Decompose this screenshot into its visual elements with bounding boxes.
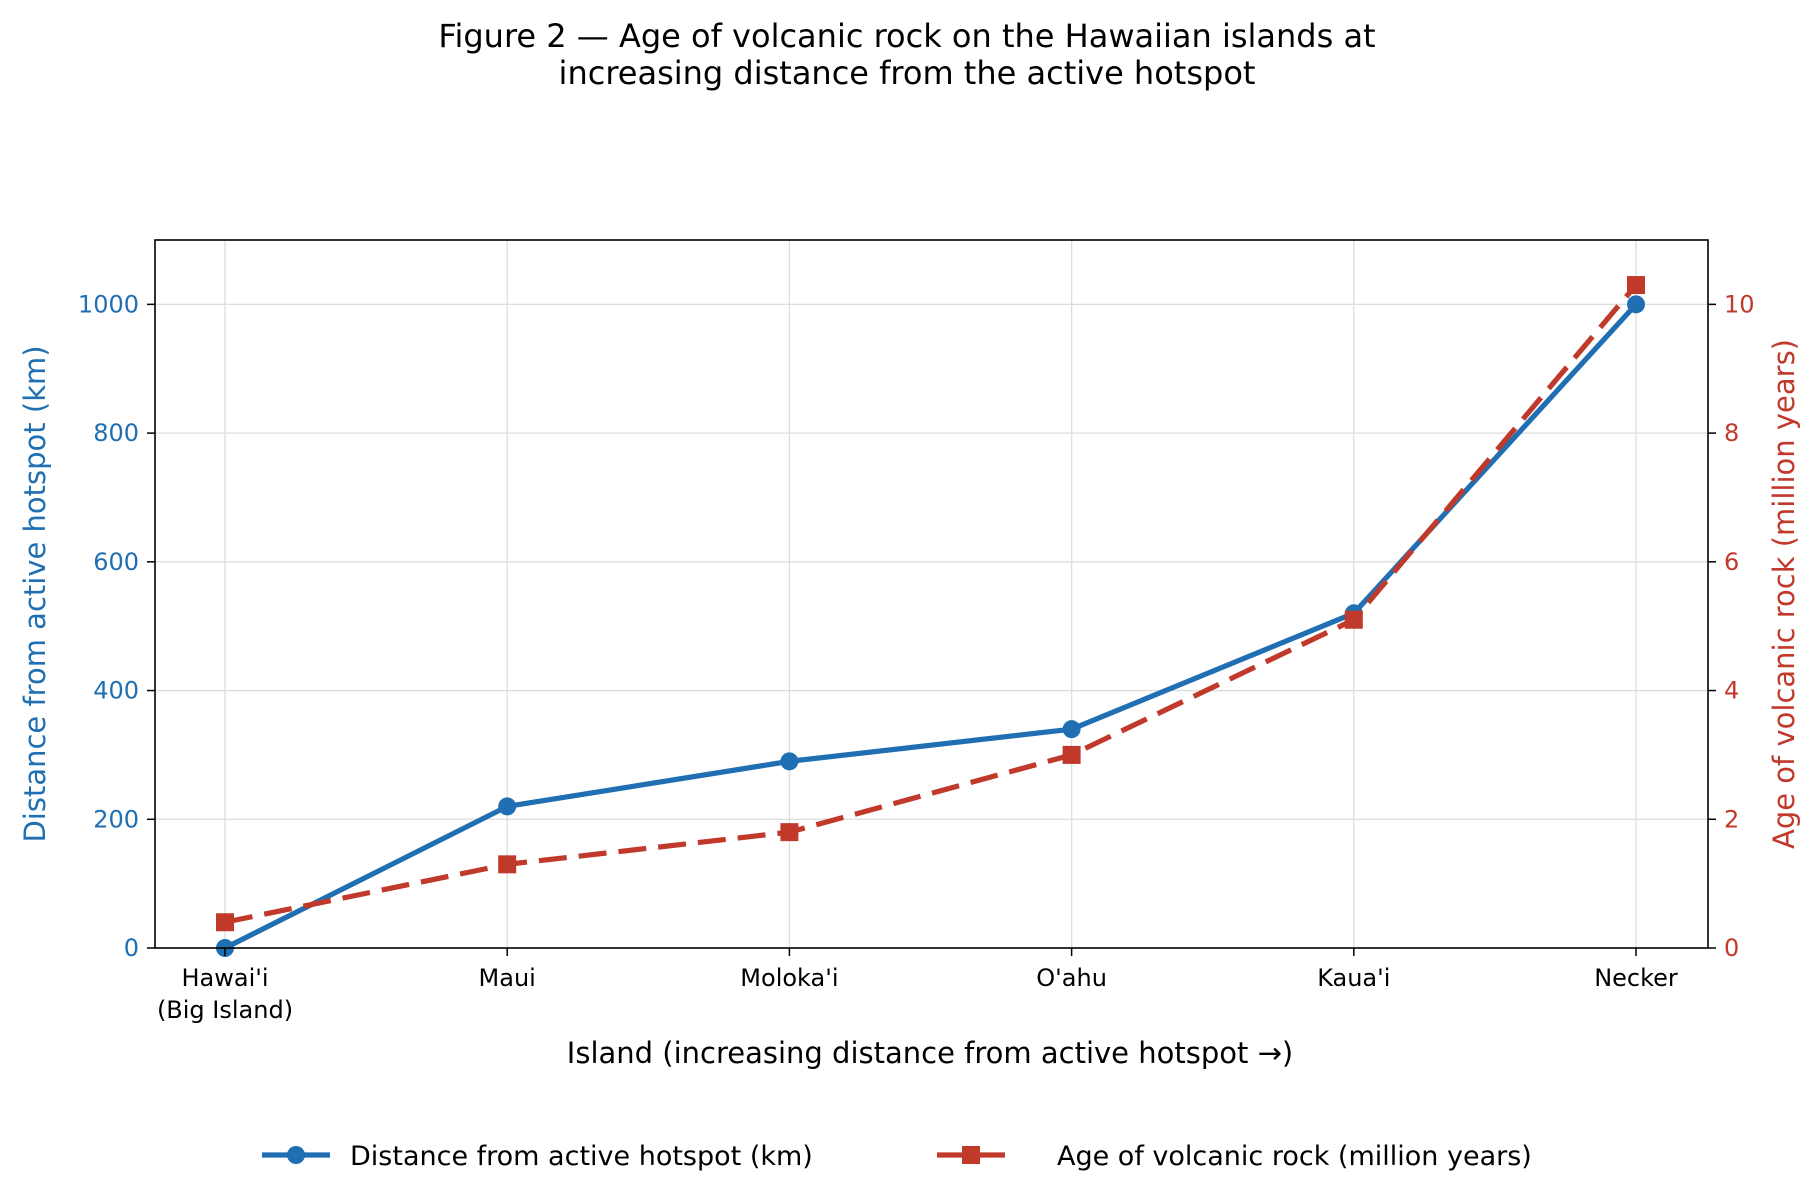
x-tick-label: Hawai'i	[181, 964, 268, 992]
distance-point	[1627, 295, 1645, 314]
gridlines	[155, 240, 1708, 949]
left-y-axis: 0 200 400 600 800 1000	[78, 290, 155, 962]
x-tick-label: Maui	[479, 964, 536, 992]
age-point	[216, 913, 234, 932]
age-point	[780, 823, 799, 842]
legend-label-2: Age of volcanic rock (million years)	[1057, 1141, 1532, 1172]
plot-frame	[154, 239, 1709, 949]
distance-point	[498, 797, 517, 816]
left-tick-label: 1000	[78, 290, 139, 318]
series-line-2	[224, 283, 1638, 925]
x-axis: Hawai'i (Big Island) Maui Moloka'i O'ahu Kaua…	[157, 948, 1678, 1024]
right-tick-label: 0	[1724, 934, 1739, 962]
right-tick-label: 2	[1724, 805, 1739, 833]
x-tick-label: Kaua'i	[1317, 964, 1390, 992]
distance-point	[780, 752, 799, 771]
age-point	[1627, 276, 1645, 295]
right-axis-label: Age of volcanic rock (million years)	[1767, 339, 1801, 849]
x-tick-label: Necker	[1594, 964, 1678, 992]
x-axis-label: Island (increasing distance from active …	[567, 1036, 1293, 1070]
age-point	[1344, 610, 1363, 629]
age-point	[1062, 745, 1081, 764]
legend-marker-circle	[287, 1146, 305, 1164]
right-tick-label: 4	[1724, 677, 1739, 705]
x-tick-label: Moloka'i	[740, 964, 838, 992]
right-tick-label: 10	[1724, 290, 1755, 318]
legend: Distance from active hotspot (km) Age of …	[262, 1141, 1532, 1172]
left-axis-label: Distance from active hotspot (km)	[18, 345, 52, 842]
title-line-1: Figure 2 — Age of volcanic rock on the H…	[438, 17, 1375, 55]
left-tick-label: 400	[93, 677, 139, 705]
distance-point	[1062, 720, 1081, 739]
legend-label-1: Distance from active hotspot (km)	[350, 1141, 813, 1172]
series-layer	[216, 276, 1645, 957]
left-tick-label: 0	[124, 934, 139, 962]
x-tick-label: O'ahu	[1036, 964, 1107, 992]
right-tick-label: 6	[1724, 548, 1739, 576]
chart-title: Figure 2 — Age of volcanic rock on the H…	[438, 17, 1375, 92]
left-tick-label: 800	[93, 419, 139, 447]
series-line-1	[222, 301, 1639, 951]
x-tick-label: (Big Island)	[157, 996, 293, 1024]
right-y-axis: 0 2 4 6 8 10	[1708, 290, 1755, 962]
right-tick-label: 8	[1724, 419, 1739, 447]
age-point	[498, 855, 517, 874]
title-line-2: increasing distance from the active hots…	[559, 54, 1256, 92]
left-tick-label: 200	[93, 805, 139, 833]
legend-marker-square	[962, 1146, 980, 1164]
left-tick-label: 600	[93, 548, 139, 576]
